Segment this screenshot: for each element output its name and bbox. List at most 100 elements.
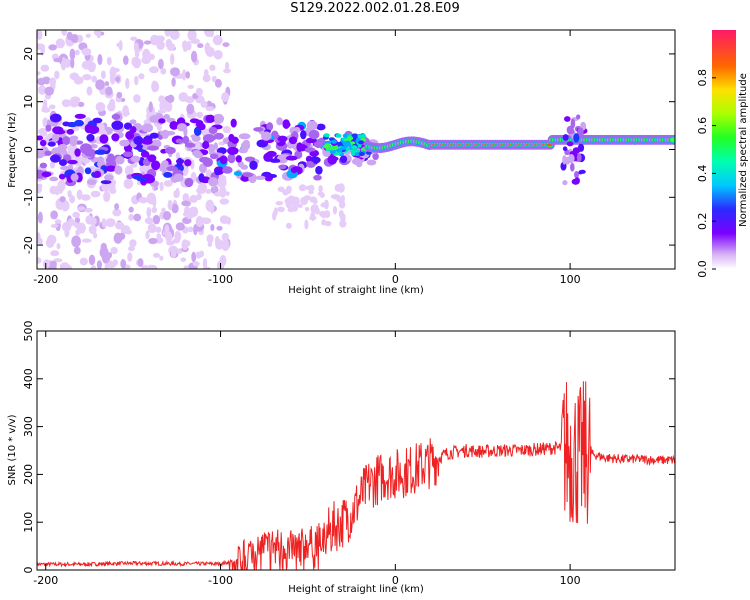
spectrogram-cell [163,171,173,178]
spectrogram-cell [203,30,214,37]
snr-y-tick-label: 100 [22,512,35,533]
snr-x-tick-label: 0 [392,574,399,587]
spectrogram-cell [61,221,72,232]
spectrogram-x-tick-label: -100 [208,273,233,286]
spectrogram-cell [283,122,291,128]
spectrogram-cell [60,165,70,171]
spectrogram-cell [153,186,159,191]
spectrogram-cell [66,128,75,135]
spectrogram-cell [228,133,235,142]
spectrogram-cell [298,203,303,209]
spectrogram-cell [55,38,65,49]
spectrogram-cell [90,190,101,198]
spectrogram-cell [167,199,173,211]
spectrogram-cell [130,126,137,134]
spectrogram-cell [49,176,59,182]
colorbar: 0.0 0.2 0.4 0.6 0.8 Normalized spectral ampl… [696,30,749,278]
spectrogram-cell [199,217,209,224]
spectrogram-cell [275,200,284,206]
snr-ylabel: SNR (10 * v/v) [7,414,18,485]
spectrogram-cell [125,77,130,90]
spectrogram-cell [286,198,294,204]
spectrogram-cell [184,177,194,188]
spectrogram-cell [210,153,219,160]
spectrogram-cell [176,249,181,254]
snr-series-line [37,381,675,570]
spectrogram-cell [119,139,130,147]
spectrogram-cell [304,219,309,230]
spectrogram-cell [196,111,204,119]
spectrogram-cell [175,187,180,198]
spectrogram-cell [214,113,225,124]
colorbar-tick-label: 0.8 [696,69,709,87]
colorbar-tick-label: 0.2 [696,212,709,230]
spectrogram-cell [141,264,149,269]
spectrogram-cell [163,114,171,120]
spectrogram-cell [187,84,195,90]
spectrogram-cell [49,77,57,86]
spectrogram-cell [157,109,167,114]
spectrogram-cell [37,232,41,244]
spectrogram-cell [340,146,347,150]
spectrogram-cell [336,141,343,146]
spectrogram-cell [336,148,343,153]
spectrogram-cell [128,245,135,252]
spectrogram-cell [111,113,121,120]
spectrogram-cell [303,195,312,201]
spectrogram-cell [87,125,100,135]
spectrogram-cell [178,92,189,102]
spectrogram-cell [86,86,93,96]
spectrogram-cell [165,231,173,243]
spectrogram-cell [272,211,277,221]
spectrogram-cell [572,147,581,154]
spectrogram-cell [338,210,344,218]
spectrogram-cell [566,141,574,147]
spectrogram-xlabel: Height of straight line (km) [288,285,424,296]
spectrogram-cell [187,30,197,41]
spectrogram-cell [37,257,42,264]
spectrogram-cell [61,30,68,37]
spectrogram-cell [71,235,82,248]
spectrogram-cell [118,40,123,51]
spectrogram-cell [53,57,63,63]
spectrogram-cell [221,176,227,184]
spectrogram-cell [92,117,103,124]
spectrogram-cell [56,243,61,250]
spectrogram-cell [219,155,228,165]
spectrogram-cell [105,86,113,96]
spectrogram-cell [292,196,300,207]
spectrogram-cell [290,166,298,174]
spectrogram-cell [193,224,198,236]
spectrogram-cell [82,74,92,81]
spectrogram-cell [141,138,153,145]
spectrogram-cell [93,170,102,179]
spectrogram-cell [147,145,159,151]
spectrogram-cell [45,237,55,248]
spectrogram-cell [111,120,124,130]
spectrogram-cell [321,219,327,226]
spectrogram-cell [70,57,75,69]
spectrogram-cell [122,151,133,158]
spectrogram-cell [38,85,47,95]
spectrogram-cell [73,246,81,255]
spectrogram-cell [570,162,575,172]
spectrogram-cell [100,180,112,185]
spectrogram-cell [220,257,226,266]
spectrogram-cell [372,152,379,161]
spectrogram-cell [208,143,215,154]
spectrogram-cell [202,157,214,167]
spectrogram-cell [242,172,254,178]
spectrogram-cell [266,150,277,158]
spectrogram-cell [69,48,76,61]
spectrogram-cell [195,251,202,259]
spectrogram-cell [137,258,144,268]
spectrogram-cell [37,211,43,224]
spectrogram-cell [344,140,351,145]
spectrogram-cell [146,206,152,218]
spectrogram-cell [161,129,169,140]
spectrogram-cell [214,78,222,88]
spectrogram-cell [129,239,137,248]
spectrogram-cell [253,127,264,132]
spectrogram-cell [111,133,120,142]
spectrogram-cell [123,122,133,130]
